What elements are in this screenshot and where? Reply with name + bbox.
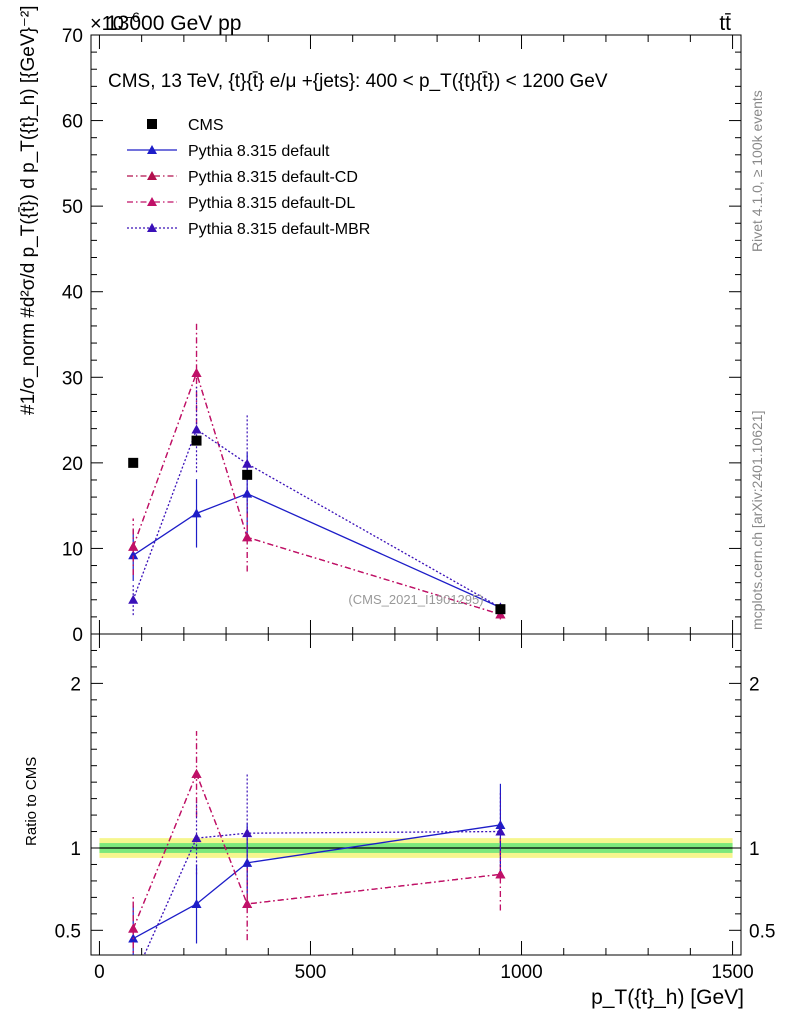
exponent-power: −6	[124, 9, 140, 25]
series-marker	[191, 368, 202, 378]
data-point	[495, 604, 506, 615]
series-line-2	[132, 370, 501, 615]
ratio-marker	[191, 833, 202, 843]
ratio-panel-frame	[90, 633, 742, 956]
legend-label-3: Pythia 8.315 default-MBR	[188, 221, 370, 238]
ratio-marker	[128, 975, 138, 984]
ratio-tick-label: 0.5	[55, 921, 81, 942]
legend-marker-0	[147, 145, 157, 154]
series-line-3	[132, 428, 501, 609]
ratio-marker	[191, 898, 202, 908]
ratio-marker	[242, 898, 253, 908]
series-marker	[242, 458, 253, 468]
legend: CMS Pythia 8.315 default Pythia 8.315 defa…	[127, 117, 370, 238]
y-axis-label: #1/σ_norm #d²σ/d p_T({t̄}) d p_T({t}_h) …	[18, 6, 39, 415]
ratio-line-2	[132, 772, 501, 929]
collision-label: 13000 GeV pp	[106, 12, 241, 35]
legend-marker-2	[147, 197, 157, 206]
legend-marker-3	[147, 223, 157, 232]
ratio-tick-label-right: 0.5	[749, 921, 775, 942]
series-layer	[128, 321, 506, 984]
analysis-watermark: (CMS_2021_I1901295)	[348, 592, 483, 607]
chart-title: CMS, 13 TeV, {t}{t̄} e/μ +{jets}: 400 < …	[108, 71, 608, 92]
data-point	[128, 457, 139, 468]
legend-marker-1	[147, 171, 157, 180]
y-tick-label: 70	[62, 26, 83, 47]
legend-label-0: Pythia 8.315 default	[188, 143, 330, 160]
main-series-group	[128, 321, 506, 620]
series-marker	[191, 508, 202, 518]
y-tick-label: 0	[72, 625, 83, 646]
legend-label-2: Pythia 8.315 default-DL	[188, 195, 355, 212]
ratio-marker	[128, 923, 139, 933]
series-marker	[128, 550, 139, 560]
legend-label-data: CMS	[188, 117, 224, 134]
ratio-axis-label: Ratio to CMS	[23, 757, 40, 846]
y-tick-label: 30	[62, 368, 83, 389]
x-tick-label: 1500	[711, 962, 753, 983]
ratio-marker	[495, 819, 506, 829]
data-points	[128, 435, 506, 615]
y-tick-label: 10	[62, 539, 83, 560]
ratio-marker	[242, 828, 253, 838]
ratio-series-group	[128, 731, 506, 984]
ratio-marker	[191, 768, 202, 778]
x-tick-label: 500	[295, 962, 327, 983]
y-tick-label: 50	[62, 197, 83, 218]
ratio-tick-label: 1	[70, 839, 81, 860]
ratio-uncertainty-band	[99, 838, 733, 858]
axis-ticks: 0 10 20 30 40 50 60 70 0 500 1000 1500 0.5 0.5 1 1 2 2	[55, 26, 776, 983]
ratio-line-0	[132, 824, 501, 940]
ratio-marker	[495, 826, 506, 836]
ratio-tick-label-right: 2	[749, 674, 760, 695]
rivet-label: Rivet 4.1.0, ≥ 100k events	[749, 90, 765, 252]
y-tick-label: 60	[62, 112, 83, 133]
series-marker	[128, 541, 139, 551]
legend-data-marker	[147, 119, 157, 129]
y-tick-label: 20	[62, 454, 83, 475]
series-marker	[242, 532, 253, 542]
series-marker	[128, 594, 139, 604]
legend-label-1: Pythia 8.315 default-CD	[188, 169, 358, 186]
data-point	[242, 469, 253, 480]
exponent-label: ×10−6	[90, 9, 140, 35]
ratio-tick-label: 2	[70, 674, 81, 695]
y-tick-label: 40	[62, 283, 83, 304]
ratio-line-3	[143, 830, 501, 955]
mcplots-label: mcplots.cern.ch [arXiv:2401.10621]	[749, 411, 765, 630]
x-tick-label: 0	[94, 962, 105, 983]
x-tick-label: 1000	[500, 962, 542, 983]
ratio-marker	[495, 869, 506, 879]
ratio-marker	[242, 857, 253, 867]
series-line-1	[132, 370, 501, 615]
x-axis-label: p_T({t}_h) [GeV]	[591, 986, 744, 1009]
data-point	[191, 435, 202, 446]
process-label: tt̄	[719, 12, 731, 35]
ratio-tick-label-right: 1	[749, 839, 760, 860]
series-marker	[191, 424, 202, 434]
series-line-0	[132, 492, 501, 609]
